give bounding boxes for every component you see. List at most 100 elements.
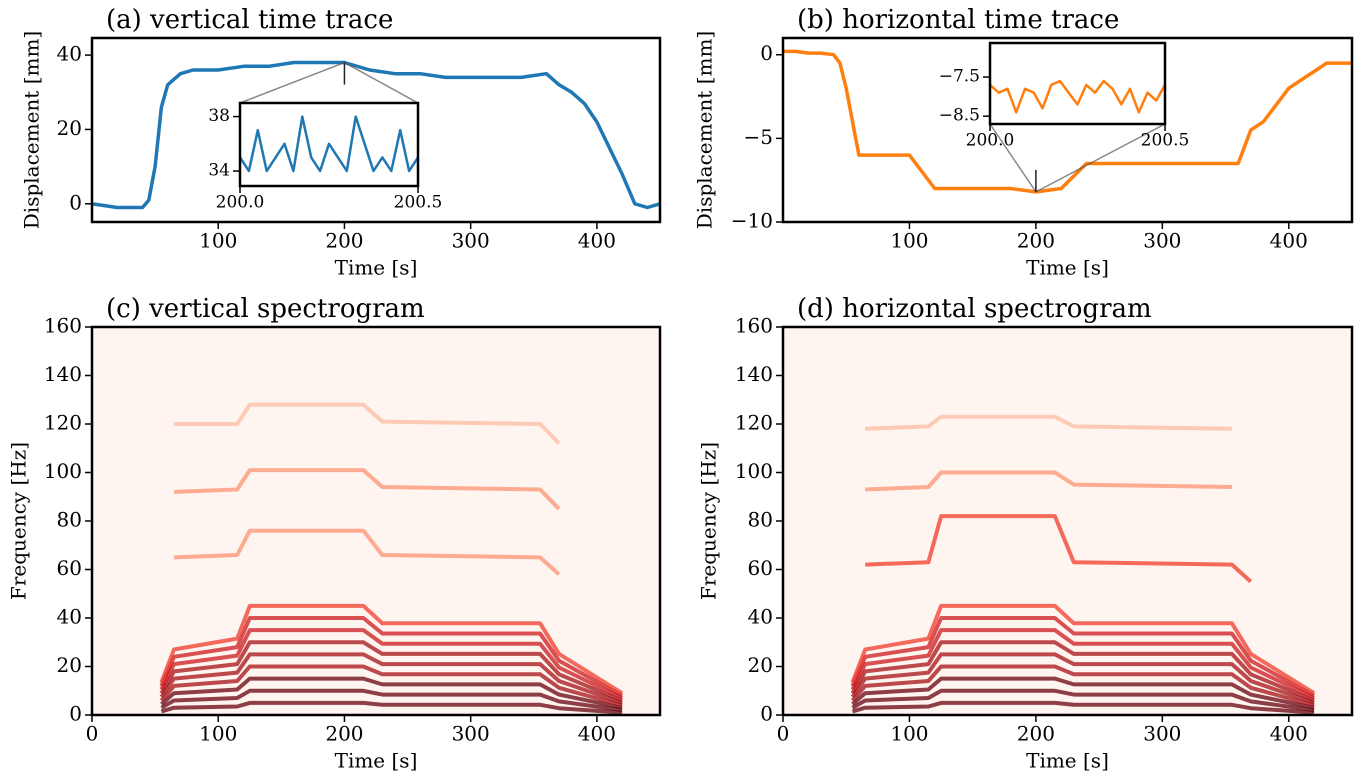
y-tick-label: 34 (208, 161, 230, 181)
inset-frame (988, 41, 1167, 126)
y-axis-label: Displacement [mm] (693, 31, 717, 229)
zoom-connector (344, 61, 419, 104)
y-tick-label: −5 (744, 125, 773, 149)
harmonic-band (850, 664, 1315, 708)
x-tick-label: 200.0 (216, 193, 265, 213)
y-tick-label: 40 (57, 605, 82, 629)
harmonic-band (174, 402, 561, 445)
harmonic-band (159, 652, 623, 705)
trace-line (783, 49, 1352, 194)
x-tick-label: 0 (86, 722, 99, 746)
x-tick-label: 200.0 (966, 131, 1015, 151)
y-tick-label: −8.5 (939, 106, 980, 126)
y-tick-label: 100 (44, 459, 82, 483)
zoom-connector (239, 61, 345, 104)
y-tick-label: 0 (760, 41, 773, 65)
trace-line (92, 60, 660, 210)
zoom-connector (1035, 123, 1166, 193)
harmonic-band (850, 640, 1315, 703)
plot-area (92, 60, 660, 210)
x-tick-label: 400 (578, 722, 616, 746)
harmonic-band (850, 652, 1315, 705)
y-axis-label: Frequency [Hz] (7, 442, 31, 600)
chart-title: (a) vertical time trace (106, 5, 393, 35)
x-tick-label: 300 (452, 722, 490, 746)
harmonic-band (160, 700, 623, 715)
y-tick-label: 140 (44, 362, 82, 386)
x-tick-label: 0 (777, 722, 790, 746)
inset-background (990, 43, 1165, 124)
harmonic-band (850, 616, 1316, 698)
harmonic-band (865, 514, 1253, 584)
chart-title: (d) horizontal spectrogram (797, 294, 1152, 324)
y-tick-label: 40 (748, 605, 773, 629)
inset-frame (238, 101, 420, 188)
x-tick-label: 400 (1270, 229, 1308, 253)
harmonic-band (865, 414, 1232, 431)
x-tick-label: 200 (325, 722, 363, 746)
y-tick-label: 100 (735, 459, 773, 483)
y-tick-label: 140 (735, 362, 773, 386)
harmonic-band (865, 470, 1232, 492)
harmonic-band (159, 664, 623, 708)
x-tick-label: 200 (325, 229, 363, 253)
axes-frame (781, 36, 1354, 224)
y-tick-label: 120 (44, 411, 82, 435)
y-tick-label: 80 (57, 508, 82, 532)
x-axis-label: Time [s] (1026, 749, 1109, 773)
inset-line (238, 115, 420, 173)
harmonic-band (159, 640, 623, 703)
x-tick-label: 400 (578, 229, 616, 253)
harmonic-band (160, 688, 623, 713)
y-tick-label: 38 (208, 106, 230, 126)
x-axis-label: Time [s] (335, 749, 418, 773)
y-tick-label: 160 (44, 314, 82, 338)
y-tick-label: 60 (57, 556, 82, 580)
harmonic-band (173, 468, 561, 511)
y-tick-label: 0 (760, 702, 773, 726)
x-tick-label: 200.5 (1141, 131, 1190, 151)
x-tick-label: 100 (890, 722, 928, 746)
harmonic-band (850, 628, 1315, 700)
y-tick-label: −10 (731, 209, 773, 233)
x-tick-label: 400 (1270, 722, 1308, 746)
harmonic-band (850, 603, 1316, 695)
y-tick-label: 0 (69, 190, 82, 214)
harmonic-band (159, 628, 623, 700)
harmonic-band (851, 688, 1315, 713)
x-tick-label: 100 (199, 722, 237, 746)
x-axis-label: Time [s] (1026, 256, 1109, 280)
harmonic-band (851, 676, 1315, 710)
x-tick-label: 300 (452, 229, 490, 253)
x-tick-label: 200 (1017, 722, 1055, 746)
x-tick-label: 300 (1143, 722, 1181, 746)
y-tick-label: 60 (748, 556, 773, 580)
harmonic-band (173, 528, 561, 576)
harmonic-band (160, 676, 623, 710)
chart-title: (c) vertical spectrogram (106, 294, 425, 324)
plot-area (92, 327, 660, 715)
y-tick-label: 20 (748, 653, 773, 677)
x-tick-label: 200.5 (394, 193, 443, 213)
x-tick-label: 100 (199, 229, 237, 253)
y-tick-label: 160 (735, 314, 773, 338)
y-tick-label: 0 (69, 702, 82, 726)
y-tick-label: 20 (57, 653, 82, 677)
plot-area (783, 49, 1352, 194)
y-axis-label: Displacement [mm] (20, 31, 44, 229)
y-tick-label: 20 (57, 116, 82, 140)
harmonic-band (159, 603, 624, 695)
zoom-connector (989, 123, 1037, 193)
x-axis-label: Time [s] (335, 256, 418, 280)
x-tick-label: 100 (890, 229, 928, 253)
y-tick-label: 40 (57, 42, 82, 66)
y-axis-label: Frequency [Hz] (697, 442, 721, 600)
chart-title: (b) horizontal time trace (797, 5, 1119, 35)
y-tick-label: 80 (748, 508, 773, 532)
plot-area (783, 327, 1352, 715)
y-tick-label: 120 (735, 411, 773, 435)
x-tick-label: 200 (1017, 229, 1055, 253)
y-tick-label: −7.5 (939, 67, 980, 87)
